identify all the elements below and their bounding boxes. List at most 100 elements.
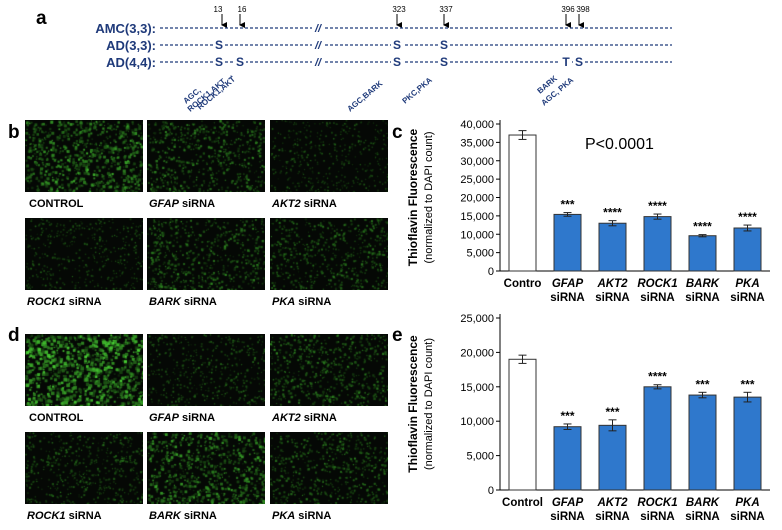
gene-name: ROCK1 bbox=[27, 296, 66, 308]
gene-name: GFAP bbox=[149, 198, 179, 210]
site-label: S bbox=[393, 55, 401, 69]
x-tick-label-suffix: siRNA bbox=[550, 511, 585, 523]
micrograph-label: GFAP siRNA bbox=[149, 412, 215, 424]
gene-name: PKA bbox=[272, 510, 296, 522]
x-tick-label-suffix: siRNA bbox=[595, 511, 630, 523]
x-tick-label-suffix: siRNA bbox=[730, 511, 765, 523]
site-label: S bbox=[236, 55, 244, 69]
position-label: 13 bbox=[214, 5, 223, 14]
label-suffix: siRNA bbox=[65, 510, 102, 522]
position-label: 398 bbox=[576, 5, 590, 14]
micrograph-akt2 bbox=[270, 334, 388, 406]
x-tick-label: Contro bbox=[504, 278, 542, 290]
break-mark: // bbox=[314, 40, 323, 52]
break-mark: // bbox=[314, 23, 323, 35]
x-tick-label: ROCK1 bbox=[637, 497, 677, 509]
panel-letter-b: b bbox=[8, 122, 20, 143]
micrograph-label: ROCK1 siRNA bbox=[27, 296, 102, 308]
x-tick-label: BARK bbox=[686, 497, 720, 509]
y-tick-label: 5,000 bbox=[466, 451, 494, 463]
significance-label: **** bbox=[648, 370, 667, 384]
x-tick-label: AKT2 bbox=[596, 278, 628, 290]
p-value-annotation: P<0.0001 bbox=[585, 136, 654, 153]
significance-label: **** bbox=[738, 210, 757, 224]
micrograph-label: CONTROL bbox=[29, 412, 83, 424]
panel-letter-d: d bbox=[8, 325, 20, 346]
micrograph-rock1 bbox=[25, 432, 143, 504]
bar-1 bbox=[553, 426, 582, 491]
site-label: S bbox=[215, 55, 223, 69]
y-tick-label: 25,000 bbox=[460, 313, 494, 325]
label-suffix: siRNA bbox=[178, 198, 216, 210]
bar-4 bbox=[688, 235, 717, 272]
micrograph-label: PKA siRNA bbox=[272, 510, 331, 522]
x-tick-label: AKT2 bbox=[596, 497, 628, 509]
x-tick-label-suffix: siRNA bbox=[730, 292, 765, 304]
y-tick-label: 30,000 bbox=[460, 156, 494, 168]
chart-c-thioflavin: Thioflavin Fluorescence (normalized to DA… bbox=[406, 119, 770, 304]
bar-0 bbox=[508, 358, 537, 491]
label-suffix: siRNA bbox=[295, 296, 332, 308]
micrograph-control bbox=[25, 120, 143, 192]
gene-name: BARK bbox=[149, 510, 181, 522]
y-tick-label: 25,000 bbox=[460, 174, 494, 186]
position-label: 396 bbox=[561, 5, 575, 14]
micrograph-akt2 bbox=[270, 120, 388, 192]
label-suffix: siRNA bbox=[65, 296, 102, 308]
significance-label: *** bbox=[560, 409, 574, 423]
significance-label: **** bbox=[603, 206, 622, 220]
row-label-amc33: AMC(3,3): bbox=[95, 21, 156, 36]
gene-name: BARK bbox=[149, 296, 181, 308]
significance-label: *** bbox=[560, 198, 574, 212]
bar-4 bbox=[688, 394, 717, 491]
site-label: S bbox=[440, 38, 448, 52]
panel-letter-a: a bbox=[36, 8, 47, 29]
x-tick-label: GFAP bbox=[552, 278, 584, 290]
significance-label: *** bbox=[605, 405, 619, 419]
y-axis-title: Thioflavin Fluorescence bbox=[406, 335, 420, 473]
micrograph-label: BARK siRNA bbox=[149, 296, 217, 308]
x-tick-label-suffix: siRNA bbox=[685, 292, 720, 304]
y-tick-label: 0 bbox=[488, 485, 494, 497]
x-tick-label-suffix: siRNA bbox=[595, 292, 630, 304]
site-label: T bbox=[562, 55, 570, 69]
row-label-ad33: AD(3,3): bbox=[106, 38, 156, 53]
significance-label: *** bbox=[740, 377, 754, 391]
bar-0 bbox=[508, 134, 537, 272]
y-axis-title: Thioflavin Fluorescence bbox=[406, 128, 420, 266]
kinase-label: PKC,PKA bbox=[401, 75, 435, 105]
micrograph-gfap bbox=[147, 120, 265, 192]
position-label: 323 bbox=[392, 5, 406, 14]
bar-2 bbox=[598, 424, 627, 491]
bar-2 bbox=[598, 222, 627, 272]
x-tick-label: BARK bbox=[686, 278, 720, 290]
site-label: S bbox=[215, 38, 223, 52]
x-tick-label-suffix: siRNA bbox=[685, 511, 720, 523]
significance-label: *** bbox=[695, 377, 709, 391]
y-tick-label: 20,000 bbox=[460, 193, 494, 205]
panel-letter-c: c bbox=[392, 122, 403, 143]
bar-1 bbox=[553, 213, 582, 272]
break-mark: // bbox=[314, 57, 323, 69]
bar-5 bbox=[733, 227, 762, 272]
significance-label: **** bbox=[693, 220, 712, 234]
x-tick-label-suffix: siRNA bbox=[640, 292, 675, 304]
position-label: 337 bbox=[439, 5, 453, 14]
site-label: S bbox=[393, 38, 401, 52]
gene-name: ROCK1 bbox=[27, 510, 66, 522]
site-label: S bbox=[575, 55, 583, 69]
micrograph-label: GFAP siRNA bbox=[149, 198, 215, 210]
micrograph-bark bbox=[147, 432, 265, 504]
panel-letter-e: e bbox=[392, 325, 403, 346]
micrograph-label: BARK siRNA bbox=[149, 510, 217, 522]
y-tick-label: 10,000 bbox=[460, 229, 494, 241]
micrograph-label: ROCK1 siRNA bbox=[27, 510, 102, 522]
significance-label: **** bbox=[648, 199, 667, 213]
micrograph-label: AKT2 siRNA bbox=[272, 198, 337, 210]
micrograph-label: PKA siRNA bbox=[272, 296, 331, 308]
micrograph-label: AKT2 siRNA bbox=[272, 412, 337, 424]
label-suffix: siRNA bbox=[178, 412, 216, 424]
bar-3 bbox=[643, 216, 672, 272]
y-axis-subtitle: (normalized to DAPI count) bbox=[423, 131, 435, 263]
label-suffix: siRNA bbox=[300, 412, 337, 424]
